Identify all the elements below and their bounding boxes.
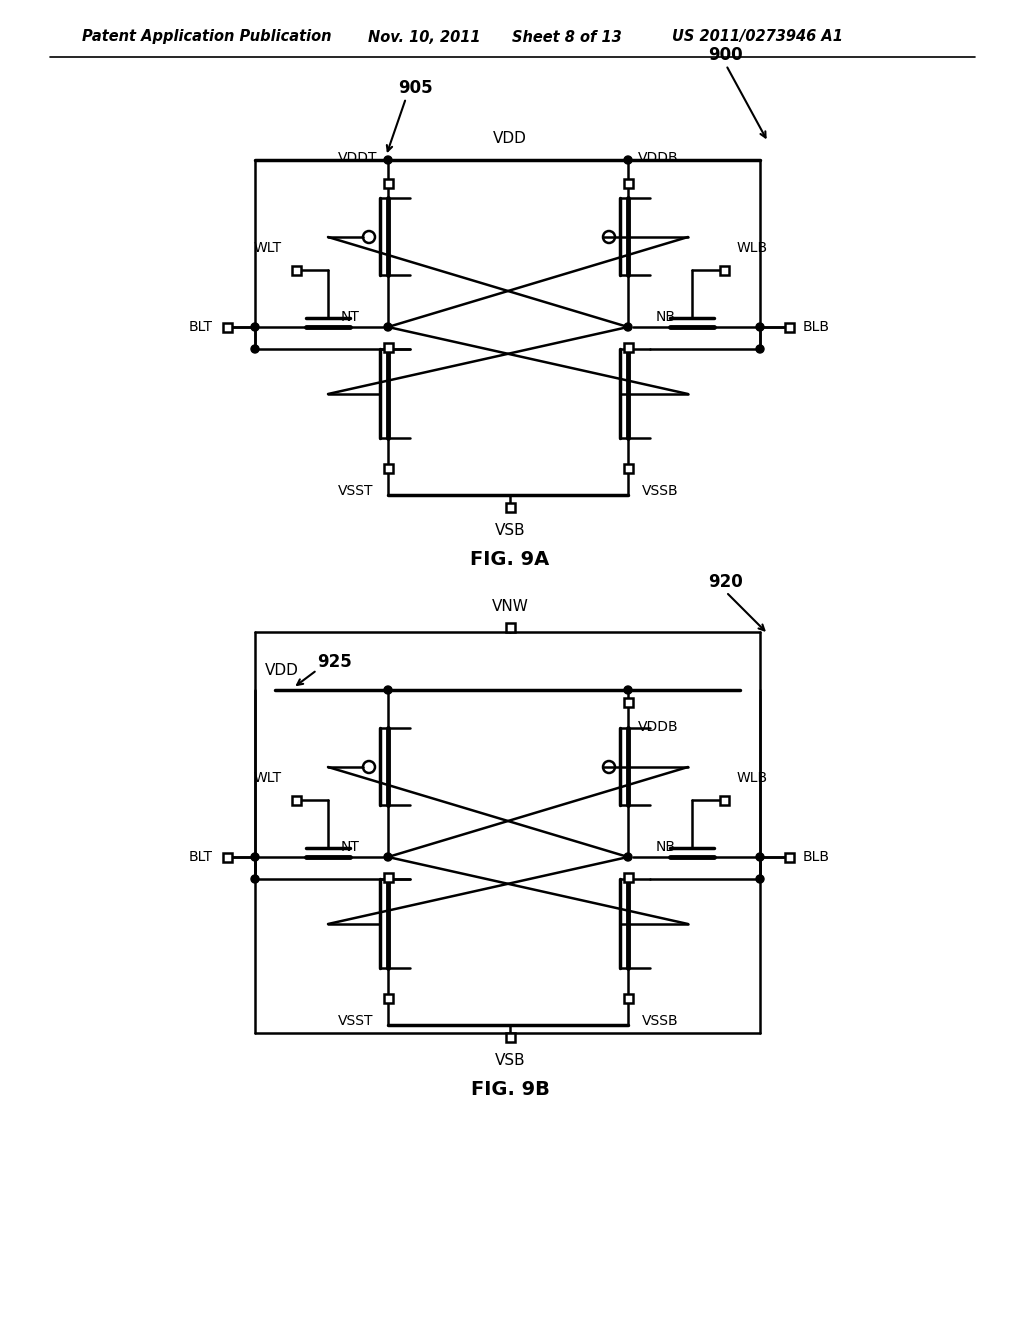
Bar — [384, 178, 392, 187]
Circle shape — [624, 686, 632, 694]
Text: WLT: WLT — [254, 242, 282, 255]
Bar — [222, 322, 231, 331]
Circle shape — [384, 686, 392, 694]
Bar — [720, 265, 728, 275]
Bar — [384, 873, 392, 882]
Bar — [784, 322, 794, 331]
Text: BLB: BLB — [803, 850, 830, 865]
Text: VDD: VDD — [265, 663, 299, 678]
Text: US 2011/0273946 A1: US 2011/0273946 A1 — [672, 29, 843, 45]
Bar — [292, 796, 300, 804]
Text: VSST: VSST — [338, 1014, 374, 1028]
Circle shape — [624, 156, 632, 164]
Bar — [222, 853, 231, 862]
Text: VDDT: VDDT — [338, 150, 378, 165]
Bar — [624, 178, 633, 187]
Circle shape — [756, 323, 764, 331]
Bar — [624, 994, 633, 1002]
Bar — [384, 994, 392, 1002]
Text: 920: 920 — [708, 573, 742, 591]
Bar — [720, 796, 728, 804]
Text: VSB: VSB — [495, 523, 525, 539]
Text: VSST: VSST — [338, 484, 374, 498]
Bar — [624, 342, 633, 351]
Circle shape — [251, 875, 259, 883]
Text: NB: NB — [656, 840, 676, 854]
Bar — [506, 503, 514, 511]
Text: BLT: BLT — [189, 850, 213, 865]
Text: VSSB: VSSB — [642, 1014, 678, 1028]
Bar — [784, 853, 794, 862]
Circle shape — [251, 345, 259, 352]
Text: Patent Application Publication: Patent Application Publication — [82, 29, 332, 45]
Bar — [292, 265, 300, 275]
Text: Sheet 8 of 13: Sheet 8 of 13 — [512, 29, 622, 45]
Text: VDD: VDD — [494, 131, 527, 147]
Circle shape — [384, 156, 392, 164]
Text: WLT: WLT — [254, 771, 282, 785]
Text: FIG. 9A: FIG. 9A — [470, 550, 550, 569]
Circle shape — [756, 345, 764, 352]
Text: VDDB: VDDB — [638, 719, 678, 734]
Text: VNW: VNW — [492, 599, 528, 614]
Bar — [384, 463, 392, 473]
Text: NT: NT — [341, 310, 360, 323]
Bar — [506, 623, 514, 631]
Text: 925: 925 — [317, 653, 352, 671]
Text: VSB: VSB — [495, 1053, 525, 1068]
Text: VDDB: VDDB — [638, 150, 678, 165]
Text: FIG. 9B: FIG. 9B — [471, 1080, 550, 1100]
Bar — [624, 873, 633, 882]
Bar — [506, 1032, 514, 1041]
Bar — [624, 463, 633, 473]
Text: 900: 900 — [708, 46, 742, 63]
Circle shape — [624, 323, 632, 331]
Bar — [384, 342, 392, 351]
Text: BLB: BLB — [803, 319, 830, 334]
Text: WLB: WLB — [736, 242, 768, 255]
Text: BLT: BLT — [189, 319, 213, 334]
Circle shape — [251, 853, 259, 861]
Circle shape — [251, 323, 259, 331]
Bar — [624, 697, 633, 706]
Circle shape — [624, 853, 632, 861]
Text: 905: 905 — [398, 79, 432, 96]
Text: NT: NT — [341, 840, 360, 854]
Text: WLB: WLB — [736, 771, 768, 785]
Text: VSSB: VSSB — [642, 484, 678, 498]
Text: Nov. 10, 2011: Nov. 10, 2011 — [368, 29, 480, 45]
Circle shape — [756, 875, 764, 883]
Circle shape — [384, 323, 392, 331]
Circle shape — [384, 853, 392, 861]
Text: NB: NB — [656, 310, 676, 323]
Circle shape — [756, 853, 764, 861]
